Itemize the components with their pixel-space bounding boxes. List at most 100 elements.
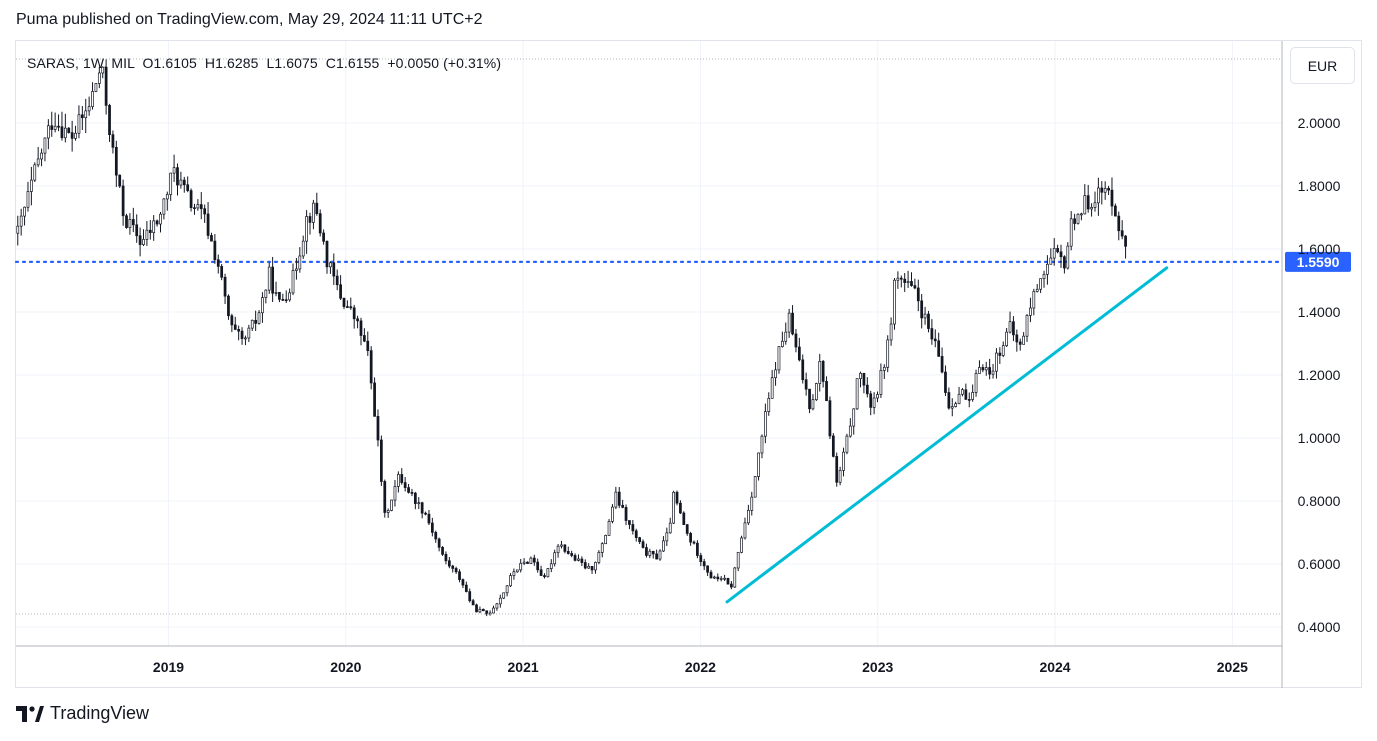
candle-body bbox=[179, 179, 183, 186]
candle-body bbox=[617, 491, 621, 506]
candle-body bbox=[1066, 245, 1070, 269]
tradingview-logo[interactable]: TradingView bbox=[16, 703, 149, 724]
candle-body bbox=[865, 384, 869, 395]
candle-body bbox=[621, 504, 625, 508]
candle-body bbox=[719, 577, 723, 580]
candle-body bbox=[835, 456, 839, 483]
candle-body bbox=[312, 202, 315, 223]
candle-body bbox=[614, 491, 618, 508]
candle-body bbox=[696, 542, 699, 556]
candle-body bbox=[607, 521, 611, 536]
candle-body bbox=[563, 544, 567, 552]
candle-body bbox=[199, 204, 203, 210]
y-tick-label: 1.2000 bbox=[1298, 367, 1341, 383]
candle-body bbox=[1083, 195, 1087, 215]
candle-body bbox=[893, 279, 896, 325]
level-layer: 1.5590 bbox=[14, 251, 1351, 272]
candle-body bbox=[651, 550, 655, 555]
candle-body bbox=[169, 172, 173, 195]
candle-body bbox=[53, 125, 57, 130]
candle-body bbox=[1076, 213, 1080, 224]
candle-body bbox=[716, 576, 720, 580]
candle-layer bbox=[16, 59, 1127, 617]
candle-body bbox=[1046, 263, 1049, 275]
candle-body bbox=[1056, 248, 1059, 253]
candle-body bbox=[1097, 187, 1100, 204]
candle-body bbox=[244, 337, 247, 340]
candle-body bbox=[556, 545, 560, 554]
x-tick-label: 2023 bbox=[862, 659, 893, 675]
candle-body bbox=[536, 561, 540, 571]
candle-body bbox=[763, 411, 767, 437]
candle-body bbox=[189, 190, 193, 209]
candle-body bbox=[278, 292, 281, 300]
candle-body bbox=[485, 610, 489, 615]
candle-body bbox=[954, 403, 958, 407]
legend-symbol: SARAS, 1W, MIL bbox=[27, 55, 135, 71]
candle-body bbox=[1103, 187, 1107, 193]
currency-button[interactable]: EUR bbox=[1290, 47, 1355, 84]
candle-body bbox=[162, 198, 166, 215]
candle-body bbox=[957, 393, 961, 405]
candle-body bbox=[672, 491, 675, 524]
candle-body bbox=[451, 565, 455, 569]
candle-body bbox=[1063, 256, 1066, 269]
candle-body bbox=[767, 398, 771, 412]
y-tick-label: 2.0000 bbox=[1298, 115, 1341, 131]
candle-body bbox=[118, 174, 122, 187]
candle-body bbox=[862, 372, 866, 386]
candle-body bbox=[1107, 187, 1110, 191]
candle-body bbox=[111, 134, 115, 148]
candle-body bbox=[376, 416, 380, 441]
candle-body bbox=[148, 229, 152, 233]
candle-body bbox=[380, 439, 383, 482]
candle-body bbox=[128, 219, 132, 228]
candle-body bbox=[352, 307, 356, 320]
y-tick-label: 0.8000 bbox=[1298, 493, 1341, 509]
x-tick-label: 2025 bbox=[1217, 659, 1248, 675]
candle-body bbox=[587, 566, 591, 569]
candle-body bbox=[176, 167, 179, 186]
candle-body bbox=[1114, 205, 1117, 217]
candle-body bbox=[481, 608, 485, 612]
candle-body bbox=[223, 276, 227, 297]
candle-body bbox=[281, 298, 285, 301]
candle-body bbox=[879, 369, 883, 395]
candle-body bbox=[852, 408, 856, 427]
candle-body bbox=[774, 369, 777, 379]
candle-body bbox=[648, 550, 652, 556]
candle-body bbox=[583, 562, 587, 569]
candle-body bbox=[811, 399, 815, 410]
candle-body bbox=[730, 583, 733, 588]
candle-body bbox=[125, 215, 128, 228]
candle-body bbox=[872, 397, 876, 408]
candle-body bbox=[998, 352, 1002, 356]
candle-body bbox=[753, 476, 757, 498]
candle-body bbox=[821, 360, 825, 382]
candle-body bbox=[74, 132, 77, 139]
candle-body bbox=[801, 359, 805, 381]
candle-body bbox=[50, 125, 54, 130]
candle-body bbox=[923, 313, 927, 319]
candle-body bbox=[913, 285, 917, 289]
candle-body bbox=[886, 339, 890, 368]
candle-body bbox=[1029, 307, 1032, 316]
candle-body bbox=[159, 213, 162, 225]
candle-body bbox=[825, 381, 828, 402]
candle-body bbox=[760, 435, 764, 454]
candle-body bbox=[1100, 187, 1104, 193]
candle-body bbox=[182, 179, 186, 186]
candle-body bbox=[114, 146, 118, 176]
candle-body bbox=[220, 266, 224, 278]
candle-body bbox=[121, 185, 125, 217]
legend-low: L1.6075 bbox=[266, 55, 318, 71]
candle-body bbox=[386, 510, 390, 513]
candle-body bbox=[927, 313, 930, 329]
candle-body bbox=[988, 367, 992, 375]
candle-body bbox=[842, 451, 845, 471]
candle-body bbox=[743, 522, 747, 539]
y-tick-label: 1.6000 bbox=[1298, 241, 1341, 257]
candle-body bbox=[981, 367, 985, 371]
candle-body bbox=[46, 125, 50, 139]
